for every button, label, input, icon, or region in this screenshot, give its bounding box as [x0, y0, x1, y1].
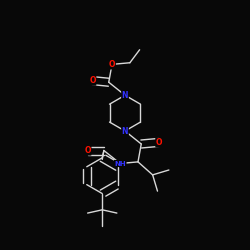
Text: N: N — [122, 126, 128, 136]
Text: O: O — [89, 76, 96, 85]
Text: N: N — [122, 91, 128, 100]
Text: NH: NH — [114, 160, 126, 166]
Text: O: O — [84, 146, 91, 155]
Text: O: O — [156, 138, 162, 147]
Text: O: O — [109, 60, 115, 69]
